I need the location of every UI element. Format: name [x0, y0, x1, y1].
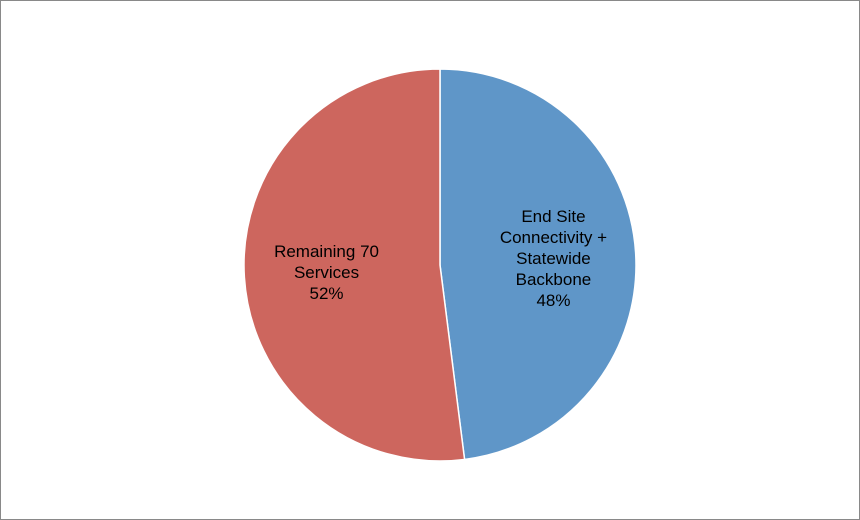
slice-label-1: Remaining 70 Services 52%	[274, 242, 379, 303]
pie-slice-1	[243, 68, 466, 462]
slice-label-0: End Site Connectivity + Statewide Backbone 4…	[500, 207, 607, 310]
slice-label-line-1-0: Remaining 70	[274, 242, 379, 261]
pie-labels: End Site Connectivity + Statewide Backbone 4…	[274, 207, 607, 310]
slice-label-line-0-0: End Site	[521, 207, 585, 226]
slice-percent-1: 52%	[310, 284, 344, 303]
pie-slice-0	[439, 68, 637, 461]
slice-label-line-1-1: Services	[294, 263, 359, 282]
slice-percent-0: 48%	[536, 291, 570, 310]
slice-label-line-0-3: Backbone	[516, 270, 592, 289]
slice-label-line-0-1: Connectivity +	[500, 228, 607, 247]
pie-slices	[243, 68, 637, 462]
slice-label-line-0-2: Statewide	[516, 249, 591, 268]
